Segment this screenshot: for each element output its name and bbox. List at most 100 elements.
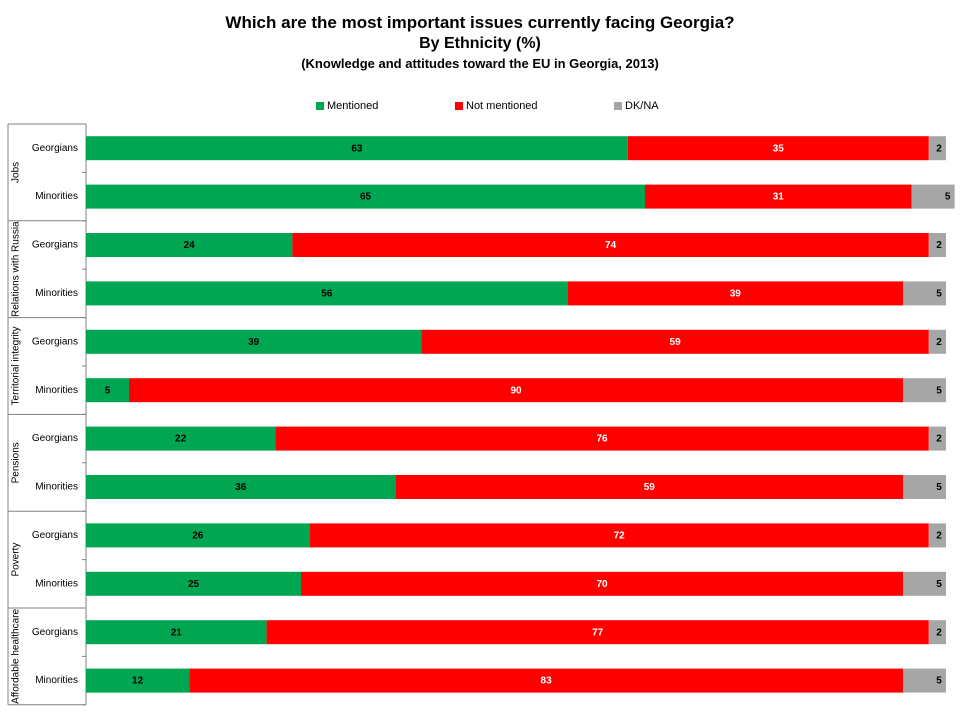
data-label: 25	[188, 579, 200, 590]
group-label: Jobs	[11, 162, 22, 183]
chart-subtitle: By Ethnicity (%)	[419, 35, 541, 52]
data-label: 5	[945, 192, 951, 203]
bar-segment-dkna	[903, 571, 946, 596]
data-label: 21	[171, 627, 183, 638]
data-label: 2	[936, 240, 942, 251]
bar-segment-dkna	[928, 426, 946, 451]
bar-segment-not-mentioned	[421, 329, 929, 354]
bar-segment-dkna	[903, 281, 946, 306]
row-label: Georgians	[32, 627, 78, 638]
chart-source-note: (Knowledge and attitudes toward the EU i…	[301, 56, 659, 71]
bar-segment-dkna	[903, 668, 946, 693]
data-label: 5	[105, 385, 111, 396]
bar-segment-not-mentioned	[395, 475, 903, 499]
bar-segment-not-mentioned	[567, 281, 903, 306]
data-label: 2	[936, 337, 942, 348]
bar-segment-mentioned	[86, 668, 190, 693]
data-label: 5	[936, 482, 942, 493]
legend-swatch-dkna	[614, 102, 622, 110]
data-label: 22	[175, 434, 187, 445]
bar-segment-mentioned	[86, 523, 310, 548]
data-label: 2	[936, 143, 942, 154]
data-label: 76	[596, 434, 608, 445]
bar-segment-not-mentioned	[309, 523, 929, 548]
bar-segment-not-mentioned	[627, 136, 929, 161]
legend-label-not-mentioned: Not mentioned	[466, 100, 538, 112]
legend-item-not-mentioned: Not mentioned	[455, 100, 538, 112]
data-label: 2	[936, 531, 942, 542]
bar-segment-mentioned	[86, 378, 129, 403]
group-label: Affordable healthcare	[11, 609, 22, 704]
row-label: Minorities	[35, 482, 78, 493]
data-label: 70	[596, 579, 608, 590]
data-label: 77	[592, 627, 604, 638]
legend-label-mentioned: Mentioned	[327, 100, 379, 112]
bar-segment-dkna	[928, 523, 946, 548]
bar-segment-dkna	[928, 233, 946, 257]
data-label: 56	[321, 289, 333, 300]
data-label: 63	[351, 143, 363, 154]
data-label: 39	[248, 337, 260, 348]
legend-swatch-mentioned	[316, 102, 324, 110]
bar-segment-mentioned	[86, 281, 568, 306]
data-label: 72	[614, 531, 626, 542]
bar-segment-dkna	[903, 475, 946, 499]
legend-item-mentioned: Mentioned	[316, 100, 378, 112]
bar-segment-mentioned	[86, 620, 267, 645]
data-label: 39	[730, 289, 742, 300]
chart-legend: Mentioned Not mentioned DK/NA	[0, 100, 960, 116]
bar-segment-not-mentioned	[292, 233, 929, 257]
data-label: 24	[184, 240, 196, 251]
data-label: 36	[235, 482, 247, 493]
row-label: Georgians	[32, 530, 78, 541]
bar-segment-dkna	[928, 329, 946, 354]
data-label: 90	[510, 385, 522, 396]
data-label: 5	[936, 676, 942, 687]
data-label: 2	[936, 627, 942, 638]
bar-segment-mentioned	[86, 136, 628, 161]
bar-segment-not-mentioned	[275, 426, 929, 451]
data-label: 83	[541, 676, 553, 687]
data-label: 65	[360, 192, 372, 203]
data-label: 59	[644, 482, 656, 493]
row-label: Georgians	[32, 433, 78, 444]
legend-item-dkna: DK/NA	[614, 100, 659, 112]
group-label: Pensions	[11, 442, 22, 483]
row-label: Minorities	[35, 191, 78, 202]
row-label: Minorities	[35, 288, 78, 299]
bar-segment-dkna	[928, 136, 946, 161]
bar-segment-mentioned	[86, 571, 301, 596]
bar-segment-not-mentioned	[301, 571, 903, 596]
data-label: 5	[936, 289, 942, 300]
chart-title: Which are the most important issues curr…	[225, 13, 735, 32]
bar-segment-mentioned	[86, 329, 422, 354]
data-label: 26	[192, 531, 204, 542]
bar-segment-dkna	[903, 378, 946, 403]
row-label: Minorities	[35, 578, 78, 589]
row-label: Minorities	[35, 385, 78, 396]
bar-segment-mentioned	[86, 426, 276, 451]
data-label: 5	[936, 385, 942, 396]
data-label: 35	[773, 143, 785, 154]
bar-segment-mentioned	[86, 184, 645, 209]
data-label: 2	[936, 434, 942, 445]
row-label: Minorities	[35, 675, 78, 686]
data-label: 59	[670, 337, 682, 348]
bar-segment-not-mentioned	[129, 378, 903, 403]
bar-segment-mentioned	[86, 475, 396, 499]
bar-segment-not-mentioned	[645, 184, 912, 209]
group-label: Poverty	[11, 543, 22, 577]
row-label: Georgians	[32, 336, 78, 347]
data-label: 74	[605, 240, 617, 251]
bar-segment-dkna	[911, 184, 955, 209]
group-label: Relations with Russia	[11, 221, 22, 317]
bar-segment-dkna	[928, 620, 946, 645]
data-label: 5	[936, 579, 942, 590]
row-label: Georgians	[32, 143, 78, 154]
row-label: Georgians	[32, 240, 78, 251]
chart-title-block: Which are the most important issues curr…	[0, 12, 960, 74]
bar-segment-not-mentioned	[189, 668, 903, 693]
legend-label-dkna: DK/NA	[625, 100, 659, 112]
group-label: Territorial integrity	[11, 327, 22, 406]
